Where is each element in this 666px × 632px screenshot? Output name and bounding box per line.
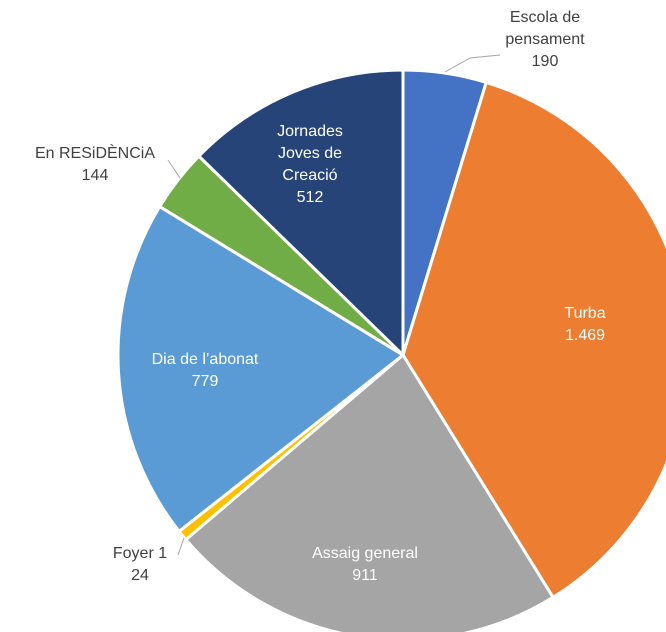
value-label: 24 [131, 567, 149, 584]
label-line: Escola de [510, 9, 580, 26]
label-line: Assaig general [312, 545, 418, 562]
label-line: pensament [505, 31, 585, 48]
value-label: 911 [352, 567, 378, 584]
labels: Escola de pensament 190 Turba 1.469 Assaig ge… [35, 9, 606, 584]
pie-slice [184, 353, 555, 632]
category-label: Foyer 1 [113, 545, 167, 562]
category-label: Escola de pensament [505, 9, 585, 48]
value-label: 144 [82, 167, 109, 184]
category-label: En RESiDÈNCiA [35, 143, 155, 162]
pie-slice [401, 80, 666, 599]
category-label: Dia de l’abonat [152, 351, 259, 368]
category-label: Turba [564, 305, 605, 322]
value-label: 190 [532, 53, 559, 70]
category-label: Assaig general [312, 545, 418, 562]
value-label: 512 [297, 189, 324, 206]
label-line: Turba [564, 305, 605, 322]
leader-line [177, 537, 185, 556]
label-line: Joves de [278, 145, 342, 162]
pie-slice [116, 205, 405, 533]
leader-line [444, 54, 501, 73]
category-label: Jornades Joves de Creació [277, 123, 343, 184]
pie [116, 68, 666, 632]
value-label: 1.469 [565, 327, 605, 344]
leader-line [167, 159, 181, 179]
label-line: En RESiDÈNCiA [35, 143, 155, 162]
label-line: Jornades [277, 123, 343, 140]
label-line: Creació [282, 167, 337, 184]
value-label: 779 [192, 373, 219, 390]
pie-slice [197, 68, 405, 357]
label-line: Foyer 1 [113, 545, 167, 562]
label-line: Dia de l’abonat [152, 351, 259, 368]
